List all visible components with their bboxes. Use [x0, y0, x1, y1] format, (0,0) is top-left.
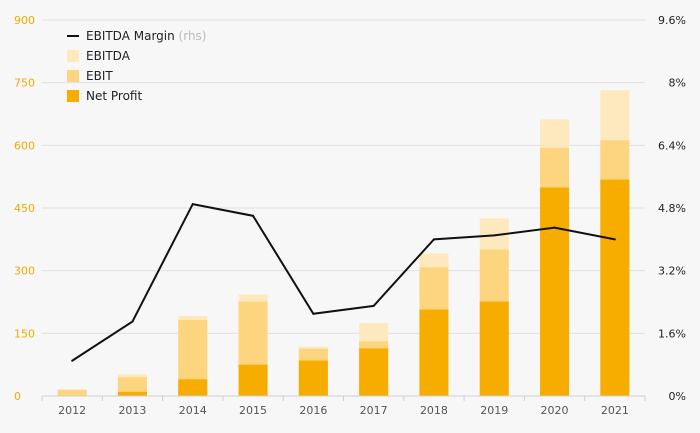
bars	[57, 90, 630, 396]
x-tick-label: 2021	[601, 404, 629, 417]
line-point	[553, 226, 556, 229]
bar-net-profit	[419, 309, 449, 396]
y-left-tick-label: 750	[14, 77, 35, 90]
y-right-tick-label: 4.8%	[658, 202, 686, 215]
bar-net-profit	[238, 364, 268, 396]
x-tick-label: 2020	[541, 404, 569, 417]
line-point	[372, 304, 375, 307]
line-point	[131, 320, 134, 323]
y-right-tick-label: 1.6%	[658, 327, 686, 340]
legend: EBITDA Margin (rhs) EBITDA EBIT Net Profit	[67, 29, 207, 103]
x-tick-label: 2012	[58, 404, 86, 417]
bar-net-profit	[298, 360, 328, 396]
line-point	[252, 214, 255, 217]
line-point	[191, 203, 194, 206]
line-point	[493, 234, 496, 237]
y-right-tick-label: 8%	[669, 77, 686, 90]
y-right-tick-label: 9.6%	[658, 14, 686, 27]
y-left-tick-label: 300	[14, 265, 35, 278]
bar-net-profit	[479, 301, 509, 396]
y-left-tick-label: 150	[14, 327, 35, 340]
y-right-tick-label: 6.4%	[658, 139, 686, 152]
axes: 0 0% 150 1.6% 300 3.2% 450 4.8% 600 6.4% 750 8% 900 9…	[14, 14, 686, 417]
y-right-tick-label: 3.2%	[658, 265, 686, 278]
legend-label: EBITDA Margin (rhs)	[86, 29, 207, 43]
bar-ebit	[117, 377, 147, 396]
bar-ebit	[57, 389, 87, 396]
legend-label: EBITDA	[86, 49, 131, 63]
x-tick-label: 2014	[179, 404, 207, 417]
y-left-tick-label: 450	[14, 202, 35, 215]
bar-net-profit	[540, 187, 570, 396]
x-tick-label: 2019	[480, 404, 508, 417]
x-tick-label: 2018	[420, 404, 448, 417]
line-point	[613, 238, 616, 241]
legend-swatch	[67, 50, 79, 62]
bar-net-profit	[178, 379, 208, 396]
y-left-tick-label: 900	[14, 14, 35, 27]
y-right-tick-label: 0%	[669, 390, 686, 403]
x-tick-label: 2013	[118, 404, 146, 417]
line-point	[312, 312, 315, 315]
y-left-tick-label: 600	[14, 139, 35, 152]
bar-net-profit	[359, 348, 389, 396]
legend-label: EBIT	[86, 69, 113, 83]
x-tick-label: 2015	[239, 404, 267, 417]
legend-swatch	[67, 70, 79, 82]
x-tick-label: 2017	[360, 404, 388, 417]
line-point	[71, 359, 74, 362]
margin-line	[71, 202, 616, 362]
legend-label: Net Profit	[86, 89, 142, 103]
line-point	[432, 238, 435, 241]
legend-note: (rhs)	[175, 29, 207, 43]
x-tick-label: 2016	[299, 404, 327, 417]
legend-swatch	[67, 90, 79, 102]
y-left-tick-label: 0	[14, 390, 21, 403]
bar-net-profit	[117, 391, 147, 396]
bar-net-profit	[600, 179, 630, 396]
line-ebitda-margin	[71, 202, 616, 362]
